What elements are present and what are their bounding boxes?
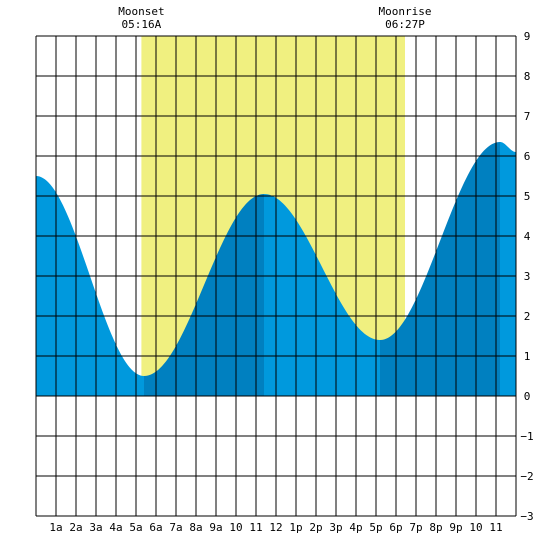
y-tick-label: 7 — [524, 110, 531, 123]
x-tick-label: 10 — [469, 521, 482, 534]
x-tick-label: 8a — [189, 521, 202, 534]
y-tick-label: 1 — [524, 350, 531, 363]
tide-area-rising — [380, 142, 500, 396]
y-tick-label: 6 — [524, 150, 531, 163]
x-tick-label: 4p — [349, 521, 362, 534]
y-tick-label: −3 — [520, 510, 533, 523]
x-tick-label: 12 — [269, 521, 282, 534]
x-tick-label: 4a — [109, 521, 122, 534]
y-tick-label: 3 — [524, 270, 531, 283]
y-tick-label: 9 — [524, 30, 531, 43]
x-tick-label: 11 — [249, 521, 262, 534]
x-tick-label: 3p — [329, 521, 342, 534]
x-tick-label: 6p — [389, 521, 402, 534]
y-tick-label: −1 — [520, 430, 533, 443]
tide-area-rising — [144, 194, 264, 396]
moon-event-label: Moonrise — [379, 5, 432, 18]
y-axis: −3 −2 −1 0 1 2 3 4 5 6 7 8 9 — [520, 30, 533, 523]
tide-area-falling — [500, 142, 516, 396]
tide-area-falling — [36, 176, 144, 396]
x-tick-label: 1p — [289, 521, 302, 534]
x-tick-label: 7p — [409, 521, 422, 534]
x-tick-label: 8p — [429, 521, 442, 534]
x-tick-label: 9a — [209, 521, 222, 534]
y-tick-label: −2 — [520, 470, 533, 483]
x-tick-label: 6a — [149, 521, 162, 534]
x-tick-label: 10 — [229, 521, 242, 534]
tide-area-layer — [36, 142, 516, 396]
y-tick-label: 4 — [524, 230, 531, 243]
x-tick-label: 5p — [369, 521, 382, 534]
x-tick-label: 11 — [489, 521, 502, 534]
tide-area-falling — [264, 194, 380, 396]
y-tick-label: 5 — [524, 190, 531, 203]
x-tick-label: 2a — [69, 521, 82, 534]
x-tick-label: 5a — [129, 521, 142, 534]
x-tick-label: 9p — [449, 521, 462, 534]
x-tick-label: 7a — [169, 521, 182, 534]
grid-layer — [35, 35, 517, 517]
moon-event-time: 05:16A — [122, 18, 162, 31]
y-tick-label: 2 — [524, 310, 531, 323]
y-tick-label: 0 — [524, 390, 531, 403]
x-tick-label: 2p — [309, 521, 322, 534]
x-axis: 1a 2a 3a 4a 5a 6a 7a 8a 9a 10 11 12 1p 2p 3p 4p 5p 6p 7p 8p… — [49, 521, 502, 534]
moon-event-label: Moonset — [118, 5, 164, 18]
x-tick-label: 1a — [49, 521, 62, 534]
y-tick-label: 8 — [524, 70, 531, 83]
moon-event-time: 06:27P — [385, 18, 425, 31]
x-tick-label: 3a — [89, 521, 102, 534]
